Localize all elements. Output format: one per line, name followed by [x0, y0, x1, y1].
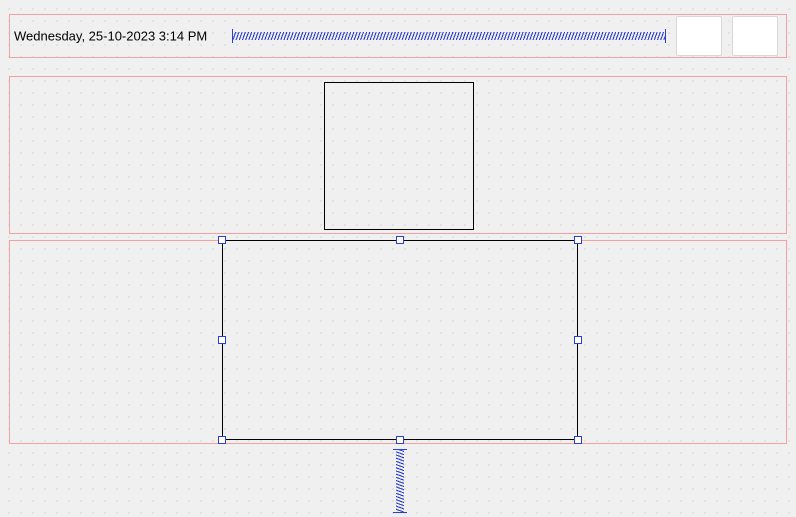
resize-handle-n[interactable]	[396, 236, 404, 244]
toolbar-button-1[interactable]	[676, 16, 722, 56]
resize-handle-s[interactable]	[396, 436, 404, 444]
form-designer-canvas[interactable]: Wednesday, 25-10-2023 3:14 PM	[0, 0, 796, 517]
component-box[interactable]	[324, 82, 474, 230]
resize-handle-nw[interactable]	[218, 236, 226, 244]
spacing-marker-vertical	[396, 449, 404, 513]
toolbar-button-2[interactable]	[732, 16, 778, 56]
resize-handle-ne[interactable]	[574, 236, 582, 244]
datetime-label: Wednesday, 25-10-2023 3:14 PM	[14, 29, 207, 44]
resize-handle-e[interactable]	[574, 336, 582, 344]
resize-handle-se[interactable]	[574, 436, 582, 444]
selected-component[interactable]	[222, 240, 578, 440]
resize-handle-sw[interactable]	[218, 436, 226, 444]
spacing-marker-horizontal	[232, 32, 666, 40]
resize-handle-w[interactable]	[218, 336, 226, 344]
